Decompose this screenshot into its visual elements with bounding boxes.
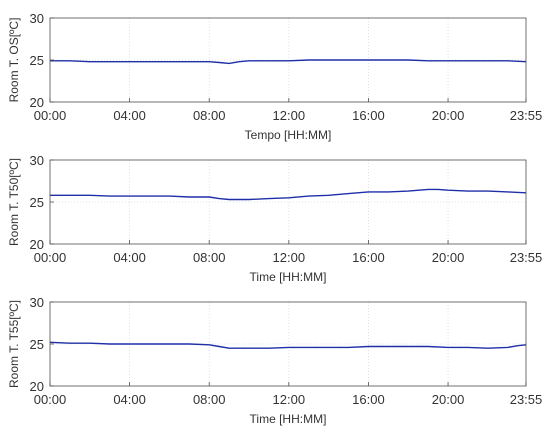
y-tick-label: 25 [30,53,44,68]
x-tick-label: 23:55 [510,392,543,407]
x-tick-label: 00:00 [34,250,67,265]
x-axis-label: Time [HH:MM] [250,270,327,284]
chart-panel-1: 00:00 04:00 08:00 12:00 16:00 20:00 23:55 20 25 3… [7,11,542,142]
x-tick-label: 04:00 [113,250,146,265]
x-tick-label: 12:00 [273,392,306,407]
x-axis-label: Tempo [HH:MM] [245,128,332,142]
y-axis-label: Room T. T55[ºC] [7,300,21,388]
x-tick-label: 08:00 [193,250,226,265]
x-tick-label: 08:00 [193,108,226,123]
x-tick-label: 04:00 [113,108,146,123]
x-tick-label: 16:00 [352,392,385,407]
x-tick-label: 23:55 [510,108,543,123]
series-line-1 [50,59,527,65]
x-tick-label: 20:00 [432,250,465,265]
y-tick-label: 30 [30,153,44,168]
x-axis-label: Time [HH:MM] [250,412,327,426]
x-tick-label: 20:00 [432,108,465,123]
y-tick-label: 30 [30,11,44,26]
x-tick-label: 16:00 [352,250,385,265]
y-axis-label: Room T. OS[ºC] [7,18,21,103]
chart-panel-3: 00:00 04:00 08:00 12:00 16:00 20:00 23:55 20 25 3… [7,295,542,426]
y-tick-label: 20 [30,95,44,110]
x-tick-label: 16:00 [352,108,385,123]
x-tick-label: 08:00 [193,392,226,407]
chart-panel-2: 00:00 04:00 08:00 12:00 16:00 20:00 23:55 20 25 3… [7,153,542,284]
y-tick-label: 20 [30,237,44,252]
x-tick-label: 12:00 [273,250,306,265]
y-tick-label: 25 [30,337,44,352]
y-axis-label: Room T. T50[ºC] [7,158,21,246]
x-tick-label: 04:00 [113,392,146,407]
x-tick-label: 00:00 [34,108,67,123]
y-tick-label: 20 [30,379,44,394]
series-line-1 [50,188,527,201]
series-line-1 [49,341,527,349]
x-tick-label: 12:00 [273,108,306,123]
x-tick-label: 00:00 [34,392,67,407]
x-tick-label: 20:00 [432,392,465,407]
x-tick-label: 23:55 [510,250,543,265]
y-tick-label: 30 [30,295,44,310]
y-tick-label: 25 [30,195,44,210]
